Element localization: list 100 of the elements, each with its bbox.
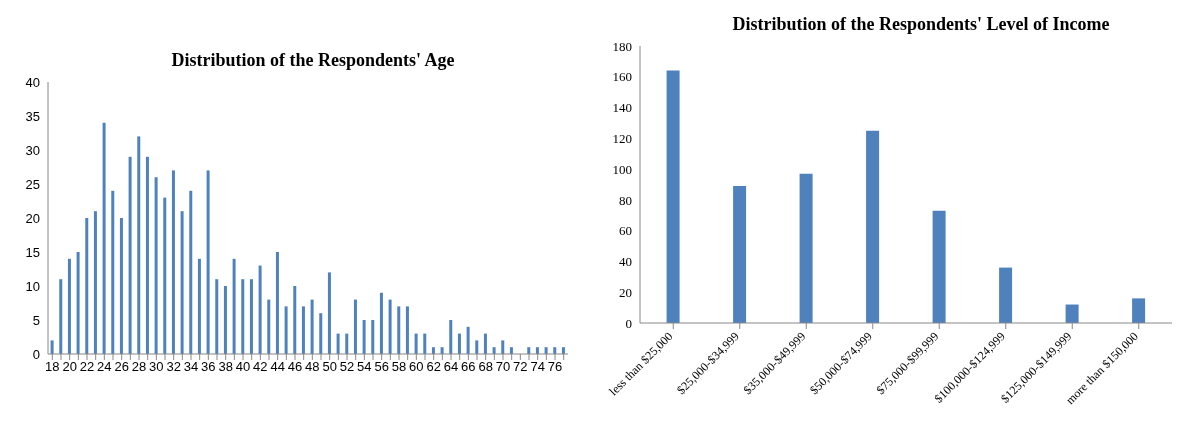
y-tick-label: 140 <box>612 100 632 116</box>
bar <box>102 122 106 354</box>
bar <box>483 333 487 354</box>
bar <box>232 258 236 354</box>
x-tick-label: 32 <box>166 359 181 375</box>
bar <box>284 306 288 354</box>
bar <box>137 136 141 354</box>
y-tick-label: 30 <box>25 142 40 158</box>
y-tick-label: 40 <box>619 254 632 270</box>
bar <box>319 313 323 354</box>
bar <box>180 211 184 354</box>
x-tick-label: 64 <box>443 359 459 375</box>
bar <box>414 333 418 354</box>
bar <box>371 320 375 354</box>
x-tick-label: 50 <box>322 359 337 375</box>
y-tick-label: 10 <box>25 278 40 294</box>
x-tick-label: 58 <box>391 359 407 375</box>
bar <box>457 333 461 354</box>
bar <box>405 306 409 354</box>
bar <box>197 258 201 354</box>
bar <box>999 267 1013 323</box>
y-tick-label: 180 <box>612 38 632 54</box>
bar <box>397 306 401 354</box>
bar <box>932 210 946 323</box>
x-tick-label: 42 <box>253 359 268 375</box>
bar <box>85 218 89 354</box>
x-tick-label: 46 <box>287 359 303 375</box>
bar <box>189 190 193 354</box>
x-tick-label: 22 <box>79 359 95 375</box>
bar <box>345 333 349 354</box>
bar <box>258 265 262 354</box>
y-tick-label: 15 <box>25 244 40 260</box>
chart-title: Distribution of the Respondents' Level of Income <box>731 14 1111 36</box>
y-tick-label: 20 <box>619 284 632 300</box>
bar <box>145 156 149 354</box>
x-tick-label: 62 <box>426 359 441 375</box>
x-tick-label: 56 <box>374 359 389 375</box>
x-tick-label: 60 <box>409 359 424 375</box>
x-tick-label: 70 <box>495 359 511 375</box>
y-tick-label: 80 <box>619 192 632 208</box>
y-tick-label: 160 <box>612 69 632 85</box>
bar <box>128 156 132 354</box>
bar <box>1065 304 1079 323</box>
bar <box>1132 298 1146 323</box>
x-tick-label: 54 <box>357 359 372 375</box>
bar <box>215 279 219 354</box>
y-tick-label: 0 <box>32 346 40 362</box>
x-tick-label: 28 <box>131 359 147 375</box>
bar <box>119 218 123 354</box>
x-tick-label: 52 <box>339 359 355 375</box>
bar <box>93 211 97 354</box>
bar <box>466 326 470 354</box>
bar <box>492 347 496 354</box>
bar <box>59 279 63 354</box>
bar <box>275 252 279 354</box>
bar <box>336 333 340 354</box>
x-tick-label: 18 <box>45 359 60 375</box>
y-tick-label: 40 <box>25 74 40 90</box>
bar <box>76 252 80 354</box>
bar <box>423 333 427 354</box>
bar <box>527 347 531 354</box>
x-tick-label: 24 <box>97 359 112 375</box>
bar <box>379 292 383 354</box>
bar <box>267 299 271 354</box>
bar <box>310 299 314 354</box>
bar <box>388 299 392 354</box>
bar <box>535 347 539 354</box>
bar <box>206 170 210 354</box>
x-tick-label: 36 <box>201 359 216 375</box>
x-tick-label: 66 <box>461 359 476 375</box>
bar <box>353 299 357 354</box>
bar <box>553 347 557 354</box>
x-tick-label: 38 <box>218 359 233 375</box>
bar <box>449 320 453 354</box>
bar <box>171 170 175 354</box>
bar <box>327 272 331 354</box>
bar <box>561 347 565 354</box>
x-tick-label: 72 <box>513 359 528 375</box>
y-tick-label: 60 <box>619 223 632 239</box>
bar <box>50 340 54 354</box>
bar <box>799 173 813 323</box>
bar <box>509 347 513 354</box>
y-tick-label: 20 <box>25 210 40 226</box>
x-tick-label: 26 <box>114 359 129 375</box>
x-tick-label: 44 <box>270 359 285 375</box>
bar <box>475 340 479 354</box>
x-tick-label: 48 <box>305 359 320 375</box>
y-tick-label: 120 <box>612 130 632 146</box>
x-tick-label: 74 <box>530 359 545 375</box>
bar <box>544 347 548 354</box>
x-tick-label: 76 <box>547 359 563 375</box>
y-tick-label: 25 <box>25 176 40 192</box>
x-tick-label: 68 <box>478 359 493 375</box>
bar <box>301 306 305 354</box>
bar <box>733 186 747 323</box>
bar <box>431 347 435 354</box>
x-tick-label: 40 <box>235 359 251 375</box>
bar <box>440 347 444 354</box>
bar <box>666 70 680 323</box>
bar <box>163 197 167 354</box>
